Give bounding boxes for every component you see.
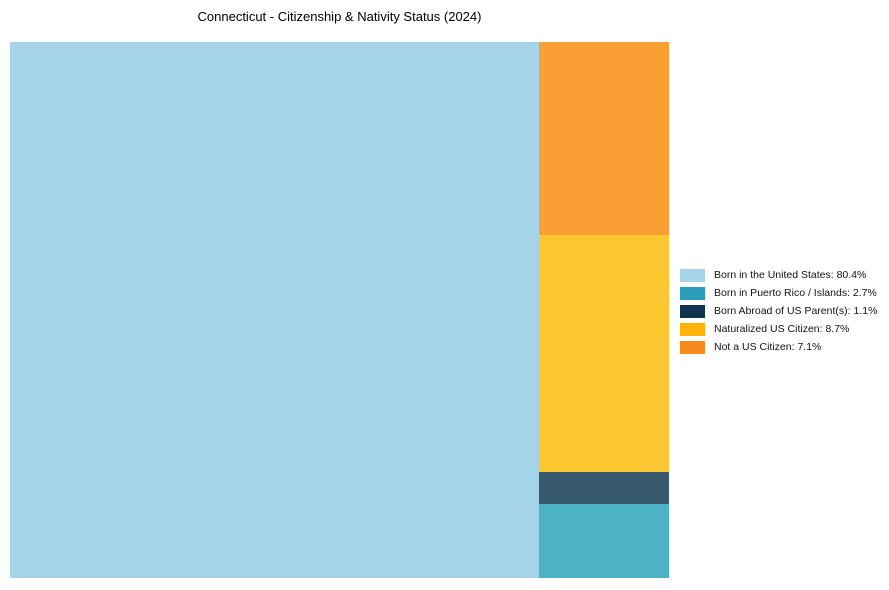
treemap-rect-not-a-us-citizen (539, 42, 669, 235)
legend-label: Born in the United States: 80.4% (714, 269, 867, 281)
treemap-rect-born-abroad-of-us-parent-s (539, 472, 669, 504)
treemap-plot (10, 42, 669, 578)
legend-label: Born Abroad of US Parent(s): 1.1% (714, 305, 878, 317)
legend-item-naturalized-us-citizen: Naturalized US Citizen: 8.7% (680, 320, 877, 338)
legend-swatch-icon (680, 322, 705, 336)
legend-label: Born in Puerto Rico / Islands: 2.7% (714, 287, 877, 299)
treemap-rect-naturalized-us-citizen (539, 235, 669, 472)
legend-item-not-a-us-citizen: Not a US Citizen: 7.1% (680, 338, 877, 356)
legend-item-born-in-the-united-states: Born in the United States: 80.4% (680, 266, 877, 284)
legend-item-born-in-puerto-rico-islands: Born in Puerto Rico / Islands: 2.7% (680, 284, 877, 302)
legend-label: Not a US Citizen: 7.1% (714, 341, 822, 353)
legend-swatch-icon (680, 268, 705, 282)
treemap-rect-born-in-the-united-states (10, 42, 539, 578)
legend-swatch-icon (680, 340, 705, 354)
treemap-rect-born-in-puerto-rico-islands (539, 504, 669, 578)
legend-swatch-icon (680, 286, 705, 300)
legend-item-born-abroad-of-us-parent-s: Born Abroad of US Parent(s): 1.1% (680, 302, 877, 320)
chart-title: Connecticut - Citizenship & Nativity Sta… (197, 9, 482, 24)
legend-swatch-icon (680, 304, 705, 318)
legend: Born in the United States: 80.4% Born in … (680, 266, 877, 356)
legend-label: Naturalized US Citizen: 8.7% (714, 323, 850, 335)
